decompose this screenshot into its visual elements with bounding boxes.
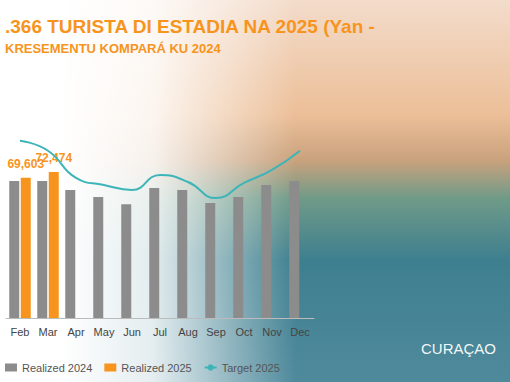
svg-text:Mar: Mar [39, 326, 58, 338]
svg-text:.366 TURISTA DI ESTADIA NA 202: .366 TURISTA DI ESTADIA NA 2025 (Yan - [5, 16, 375, 37]
svg-text:May: May [94, 326, 115, 338]
svg-text:Apr: Apr [67, 326, 84, 338]
svg-text:Realized 2024: Realized 2024 [22, 362, 92, 374]
svg-text:Realized 2025: Realized 2025 [121, 362, 191, 374]
svg-text:Sep: Sep [206, 326, 226, 338]
svg-text:Aug: Aug [178, 326, 198, 338]
svg-text:Dec: Dec [290, 326, 310, 338]
svg-text:KRESEMENTU KOMPARÁ KU 2024: KRESEMENTU KOMPARÁ KU 2024 [5, 41, 222, 56]
svg-text:Feb: Feb [11, 326, 30, 338]
svg-text:Target 2025: Target 2025 [222, 362, 280, 374]
svg-text:69,603: 69,603 [7, 156, 45, 171]
svg-text:Nov: Nov [262, 326, 282, 338]
svg-text:Jun: Jun [123, 326, 141, 338]
svg-text:72,474: 72,474 [35, 151, 72, 165]
svg-text:CURAÇAO: CURAÇAO [421, 340, 496, 357]
svg-text:Jul: Jul [153, 326, 167, 338]
svg-text:Oct: Oct [235, 326, 252, 338]
